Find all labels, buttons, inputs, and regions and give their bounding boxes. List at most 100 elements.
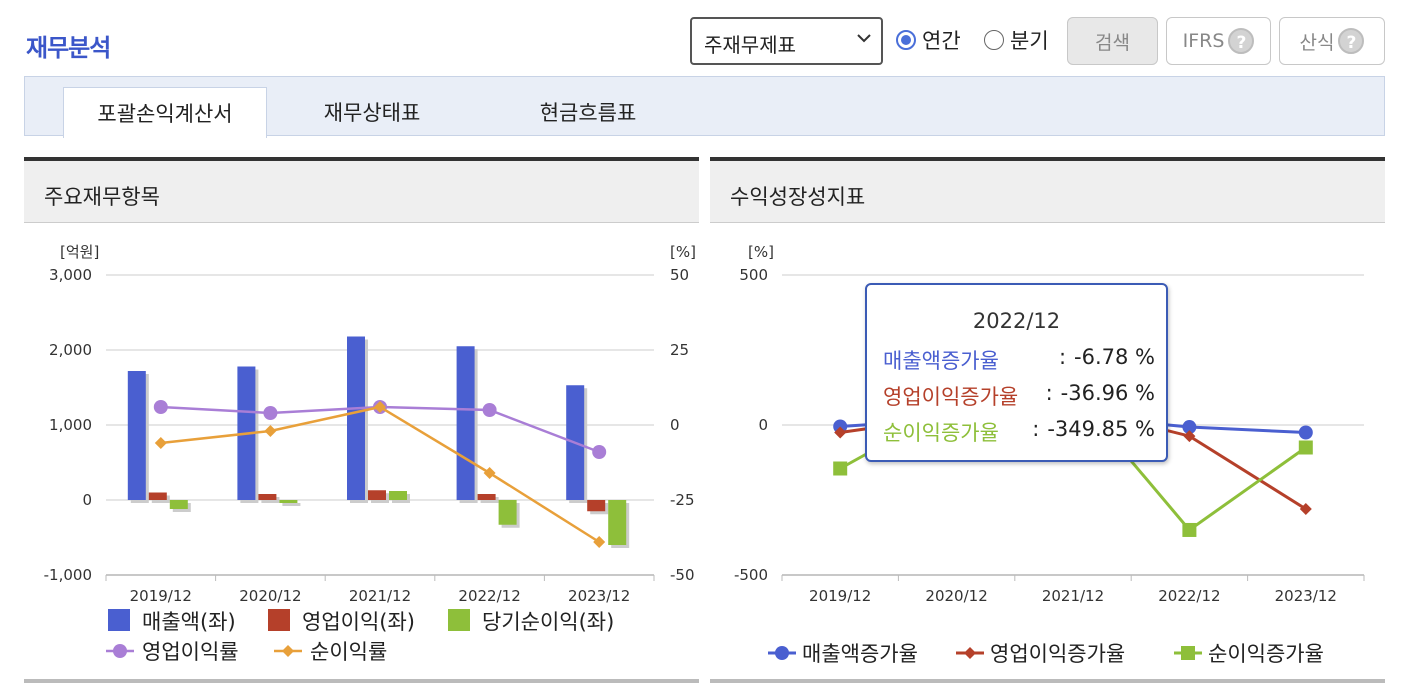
tab-cash-flow[interactable]: 현금흐름표	[539, 101, 637, 125]
series-point	[374, 401, 386, 413]
y-left-tick-label: 1,000	[49, 416, 92, 434]
series-point	[833, 461, 848, 476]
panel-divider	[24, 679, 699, 683]
bar	[127, 371, 146, 500]
tooltip-sep: :	[1032, 417, 1040, 441]
series-point	[264, 425, 277, 437]
key-financials-chart: [억원] [%] 3,000 2,000 1,000 0 -1,000 50 25 0 -25 -50…	[44, 243, 696, 664]
annual-radio[interactable]: 연간	[896, 25, 961, 55]
series-point	[834, 426, 847, 439]
help-icon: ?	[1338, 28, 1365, 54]
bar	[608, 500, 627, 545]
legend-label: 당기순이익(좌)	[482, 610, 614, 634]
tooltip-sep: :	[1058, 345, 1067, 369]
tooltip-title: 2022/12	[972, 309, 1061, 333]
legend-marker	[113, 644, 127, 658]
bar	[456, 346, 475, 500]
annual-radio-label: 연간	[922, 29, 961, 53]
bar	[587, 500, 606, 512]
tooltip-label: 순이익증가율	[883, 421, 999, 445]
help-icon: ?	[1228, 28, 1255, 54]
key-financials-title: 주요재무항목	[24, 157, 699, 223]
bar	[148, 492, 167, 500]
series-point	[1299, 503, 1312, 515]
legend-swatch	[268, 609, 290, 631]
tooltip-label: 영업이익증가율	[883, 385, 1019, 409]
bar	[368, 490, 386, 500]
bar	[389, 491, 407, 500]
y-tick-label: 0	[758, 416, 768, 434]
bar	[477, 494, 496, 500]
x-tick-label: 2021/12	[349, 587, 411, 605]
tooltip-row-net-growth: 순이익증가율 : -349.85 %	[883, 417, 1155, 447]
legend-label: 영업이익증가율	[990, 642, 1125, 666]
page-title: 재무분석	[26, 34, 111, 62]
series-point	[483, 467, 496, 479]
series-point	[1182, 522, 1197, 537]
y-unit: [%]	[748, 243, 774, 261]
legend-marker	[775, 646, 789, 660]
radio-unchecked-icon	[984, 30, 1004, 50]
quarter-radio[interactable]: 분기	[984, 25, 1049, 55]
y-tick-label: -500	[734, 566, 768, 584]
series-point	[1182, 420, 1197, 435]
legend-label: 영업이익률	[142, 640, 239, 664]
series-point	[1183, 430, 1196, 443]
radio-checked-icon	[896, 30, 916, 50]
statement-tabs: 포괄손익계산서 재무상태표 현금흐름표	[24, 76, 1385, 138]
x-tick-label: 2022/12	[458, 587, 520, 605]
tab-balance-sheet[interactable]: 재무상태표	[323, 101, 421, 125]
toolbar: 주재무제표 연간 분기 검색 IFRS ? 산식 ?	[690, 17, 1390, 65]
series-point	[153, 400, 168, 414]
tooltip-row-revenue-growth: 매출액증가율 : -6.78 %	[883, 345, 1155, 375]
search-button[interactable]: 검색	[1067, 17, 1158, 65]
legend-swatch	[448, 609, 470, 631]
series-point	[592, 445, 607, 459]
x-tick-label: 2021/12	[1042, 587, 1104, 605]
ifrs-help-button[interactable]: IFRS ?	[1166, 17, 1271, 65]
tab-income-statement[interactable]: 포괄손익계산서	[63, 87, 267, 138]
x-tick-label: 2023/12	[1275, 587, 1337, 605]
search-button-label: 검색	[1095, 31, 1130, 54]
statement-type-value: 주재무제표	[704, 33, 796, 57]
key-financials-panel: 주요재무항목 [억원] [%] 3,000 2,000 1,000 0 -1,000 50 25…	[24, 157, 699, 696]
formula-label: 산식	[1299, 31, 1335, 54]
legend-swatch	[108, 609, 130, 631]
legend-label: 순이익률	[310, 640, 387, 664]
legend-marker	[964, 647, 976, 659]
y-tick-label: 500	[739, 266, 768, 284]
formula-help-button[interactable]: 산식 ?	[1279, 17, 1385, 65]
panel-divider	[710, 679, 1385, 683]
y-left-tick-label: -1,000	[44, 566, 92, 584]
y-left-tick-label: 2,000	[49, 341, 92, 359]
y-left-tick-label: 3,000	[49, 266, 92, 284]
y-right-tick-label: 50	[670, 266, 689, 284]
legend-label: 순이익증가율	[1208, 642, 1324, 666]
y-right-tick-label: -50	[670, 566, 695, 584]
legend-marker	[1181, 646, 1195, 660]
chevron-down-icon	[857, 34, 871, 43]
x-tick-label: 2020/12	[925, 587, 987, 605]
series-point	[1298, 425, 1313, 440]
series-point	[1298, 440, 1313, 455]
statement-type-select[interactable]: 주재무제표	[690, 17, 883, 65]
tooltip-sep: :	[1045, 381, 1053, 405]
x-tick-label: 2019/12	[809, 587, 871, 605]
y-left-tick-label: 0	[82, 491, 92, 509]
chart-tooltip: 2022/12 매출액증가율 : -6.78 % 영업이익증가율 : -36.9…	[865, 283, 1168, 462]
tooltip-value: -349.85 %	[1047, 417, 1155, 441]
ifrs-label: IFRS	[1182, 30, 1225, 52]
tooltip-label: 매출액증가율	[883, 349, 999, 373]
y-right-tick-label: 0	[670, 416, 680, 434]
bar-shadow	[282, 503, 301, 506]
bar	[498, 500, 517, 525]
series-point	[593, 536, 606, 548]
growth-indicators-title: 수익성장성지표	[710, 157, 1385, 223]
series-point	[263, 406, 278, 420]
x-tick-label: 2022/12	[1158, 587, 1220, 605]
bar	[258, 494, 277, 500]
tooltip-value: -6.78 %	[1074, 345, 1155, 369]
bar	[347, 336, 365, 500]
y-right-tick-label: -25	[670, 491, 695, 509]
legend-label: 매출액(좌)	[142, 610, 236, 634]
